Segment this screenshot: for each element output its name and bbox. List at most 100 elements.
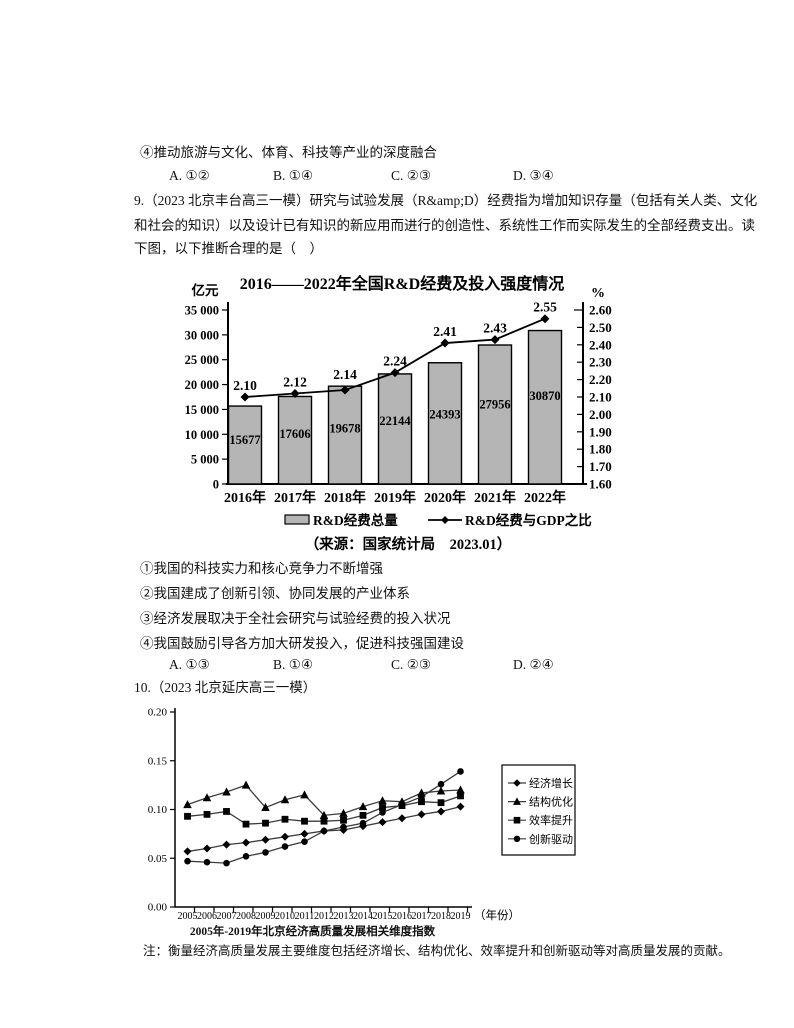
- svg-text:2009: 2009: [256, 911, 276, 922]
- x-axis: 2005 2006 2007 2008 2009 2010 2011 2012 2013 2014…: [175, 906, 520, 922]
- svg-text:2008: 2008: [236, 911, 256, 922]
- svg-text:1.90: 1.90: [589, 424, 612, 439]
- svg-text:2014: 2014: [353, 911, 373, 922]
- svg-text:效率提升: 效率提升: [529, 813, 573, 827]
- svg-text:2019年: 2019年: [374, 489, 416, 506]
- series-3: [184, 792, 464, 828]
- question-9-text-line-2: 和社会的知识）以及设计已有知识的新应用而进行的创造性、系统性工作而实际发生的全部…: [134, 218, 755, 233]
- svg-text:R&D经费与GDP之比: R&D经费与GDP之比: [465, 512, 592, 528]
- svg-text:2.30: 2.30: [589, 355, 612, 370]
- svg-text:0: 0: [213, 478, 219, 492]
- svg-text:结构优化: 结构优化: [529, 795, 573, 809]
- svg-text:30 000: 30 000: [185, 328, 219, 342]
- svg-text:2.50: 2.50: [589, 320, 612, 335]
- svg-text:2017: 2017: [412, 911, 432, 922]
- svg-text:10 000: 10 000: [185, 428, 219, 442]
- option-d: D. ③④: [513, 168, 554, 183]
- svg-text:2.14: 2.14: [333, 367, 357, 382]
- right-axis: 1.60 1.70 1.80 1.90 2.00 2.10 2.20 2.30 2.40 2.50…: [574, 286, 612, 492]
- question-9-text-line-1: 9.（2023 北京丰台高三一模）研究与试验发展（R&amp;D）经费指为增加知…: [134, 193, 758, 208]
- series-4: [184, 768, 464, 867]
- svg-text:30870: 30870: [529, 389, 560, 403]
- svg-text:25 000: 25 000: [185, 353, 219, 367]
- chart-legend: R&D经费总量 R&D经费与GDP之比: [284, 512, 592, 528]
- svg-text:2020年: 2020年: [424, 489, 466, 506]
- svg-text:15677: 15677: [229, 433, 260, 447]
- trend-line: 2.10 2.12 2.14 2.24 2.41 2.43 2.55: [233, 300, 557, 402]
- option-a: A. ①②: [169, 168, 210, 183]
- svg-text:22144: 22144: [379, 414, 411, 428]
- svg-text:（年份）: （年份）: [474, 908, 520, 922]
- quality-index-chart: 0.00 0.05 0.10 0.15 0.20 2005 2006 2007 2008 2009…: [148, 707, 576, 922]
- y-axis: 0.00 0.05 0.10 0.15 0.20: [148, 707, 176, 914]
- chart-source: （来源：国家统计局 2023.01）: [305, 535, 512, 553]
- option-b: B. ①④: [273, 168, 313, 183]
- svg-text:2006: 2006: [197, 911, 217, 922]
- svg-text:2.43: 2.43: [483, 321, 507, 336]
- svg-text:2017年: 2017年: [274, 489, 316, 506]
- svg-text:创新驱动: 创新驱动: [529, 832, 573, 846]
- footnote: 注：衡量经济高质量发展主要维度包括经济增长、结构优化、效率提升和创新驱动等对高质…: [143, 944, 731, 958]
- svg-text:2012: 2012: [314, 911, 334, 922]
- svg-text:2.00: 2.00: [589, 407, 612, 422]
- svg-text:2.40: 2.40: [589, 337, 612, 352]
- svg-text:0.20: 0.20: [148, 707, 168, 719]
- svg-text:1.70: 1.70: [589, 459, 612, 474]
- svg-text:20 000: 20 000: [185, 378, 219, 392]
- question-8-options: A. ①② B. ①④ C. ②③ D. ③④: [0, 168, 794, 186]
- question-9-statement-1: ①我国的科技实力和核心竞争力不断增强: [140, 561, 383, 576]
- svg-text:0.05: 0.05: [148, 853, 168, 865]
- option-c: C. ②③: [391, 168, 431, 183]
- svg-text:2.10: 2.10: [589, 390, 612, 405]
- svg-text:2.24: 2.24: [383, 354, 407, 369]
- svg-text:0.10: 0.10: [148, 804, 168, 816]
- svg-text:2010: 2010: [275, 911, 295, 922]
- question-9-statement-2: ②我国建成了创新引领、协同发展的产业体系: [140, 586, 410, 601]
- question-9-options: A. ①③ B. ①④ C. ②③ D. ②④: [0, 657, 794, 675]
- x-category-labels: 2016年 2017年 2018年 2019年 2020年 2021年 2022年: [224, 489, 566, 506]
- svg-text:2022年: 2022年: [524, 489, 566, 506]
- chart-title: 2016——2022年全国R&D经费及投入强度情况: [240, 274, 564, 293]
- svg-text:2005: 2005: [178, 911, 198, 922]
- svg-text:1.80: 1.80: [589, 442, 612, 457]
- svg-text:2018年: 2018年: [324, 489, 366, 506]
- svg-text:2.12: 2.12: [283, 375, 307, 390]
- svg-text:24393: 24393: [429, 408, 460, 422]
- svg-text:2.10: 2.10: [233, 378, 257, 393]
- question-9-statement-4: ④我国鼓励引导各方加大研发投入，促进科技强国建设: [140, 636, 464, 651]
- svg-text:2013: 2013: [334, 911, 354, 922]
- quality-index-caption: 2005年-2019年北京经济高质量发展相关维度指数: [189, 926, 436, 938]
- svg-text:15 000: 15 000: [185, 403, 219, 417]
- svg-text:0.15: 0.15: [148, 755, 168, 767]
- left-axis: 0 5 000 10 000 15 000 20 000 25 000 30 000 35 0…: [185, 282, 229, 492]
- bar-value-labels: 15677 17606 19678 22144 24393 27956 30870: [229, 389, 560, 447]
- svg-text:0.00: 0.00: [148, 902, 168, 914]
- svg-text:2.41: 2.41: [433, 324, 457, 339]
- question-8-statement-4: ④推动旅游与文化、体育、科技等产业的深度融合: [140, 145, 437, 160]
- svg-text:R&D经费总量: R&D经费总量: [313, 512, 398, 528]
- svg-text:5 000: 5 000: [191, 453, 219, 467]
- option-b: B. ①④: [273, 657, 313, 672]
- option-a: A. ①③: [169, 657, 210, 672]
- svg-text:亿元: 亿元: [192, 282, 219, 298]
- question-10-header: 10.（2023 北京延庆高三一模）: [134, 680, 317, 695]
- svg-text:27956: 27956: [479, 397, 510, 411]
- option-c: C. ②③: [391, 657, 431, 672]
- svg-text:2016年: 2016年: [224, 489, 266, 506]
- svg-text:2.60: 2.60: [589, 303, 612, 318]
- svg-text:经济增长: 经济增长: [529, 776, 573, 790]
- svg-text:2.55: 2.55: [533, 300, 557, 315]
- svg-text:2018: 2018: [431, 911, 451, 922]
- svg-text:35 000: 35 000: [185, 304, 219, 318]
- question-9-statement-3: ③经济发展取决于全社会研究与试验经费的投入状况: [140, 611, 451, 626]
- svg-text:2021年: 2021年: [474, 489, 516, 506]
- svg-text:17606: 17606: [279, 427, 310, 441]
- svg-text:2016: 2016: [392, 911, 412, 922]
- svg-text:2019: 2019: [451, 911, 471, 922]
- svg-text:2016——2022年全国R&D经费及投入强度情况: 2016——2022年全国R&D经费及投入强度情况: [240, 274, 564, 293]
- svg-text:2011: 2011: [295, 911, 315, 922]
- svg-text:2015: 2015: [373, 911, 393, 922]
- question-9-text-line-3: 下图，以下推断合理的是（ ）: [134, 241, 323, 256]
